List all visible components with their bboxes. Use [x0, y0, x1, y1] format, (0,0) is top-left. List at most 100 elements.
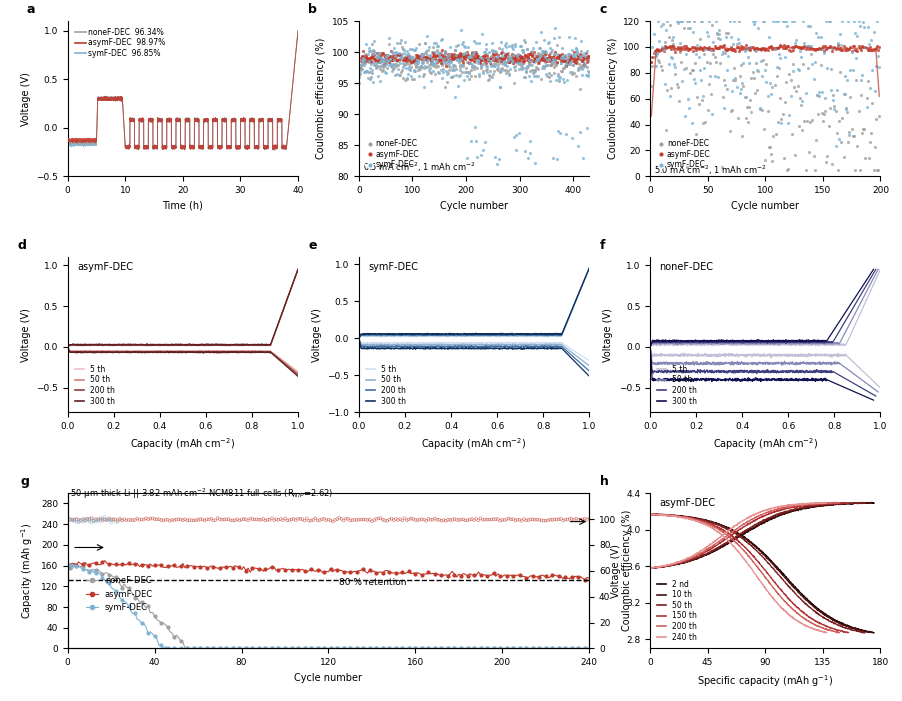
Point — [665, 41, 680, 52]
Point — [716, 74, 731, 86]
asymF-DEC — [149, 561, 160, 569]
Point — [719, 44, 733, 55]
Point — [865, 164, 879, 175]
Point — [484, 46, 499, 57]
Point — [443, 72, 457, 83]
Point — [576, 47, 591, 58]
Point — [575, 49, 589, 60]
Point — [419, 55, 433, 66]
Point — [391, 50, 405, 61]
Point — [460, 56, 474, 67]
Point — [531, 515, 546, 526]
Point — [364, 67, 379, 79]
Point — [554, 65, 568, 76]
Point — [435, 73, 449, 84]
Point — [368, 62, 382, 74]
Point — [392, 53, 407, 64]
Point — [578, 48, 593, 59]
Point — [579, 51, 594, 62]
Point — [453, 53, 467, 64]
Point — [792, 42, 806, 53]
Point — [827, 105, 842, 116]
Point — [556, 51, 570, 62]
Point — [520, 515, 535, 526]
Point — [825, 94, 840, 105]
Point — [727, 45, 741, 56]
Point — [474, 54, 488, 65]
Point — [726, 15, 741, 27]
Point — [456, 50, 471, 61]
Point — [215, 514, 229, 525]
Point — [226, 515, 240, 526]
Point — [557, 54, 571, 65]
Point — [788, 41, 803, 52]
Point — [502, 56, 516, 67]
Point — [748, 43, 762, 54]
Point — [364, 48, 379, 60]
Point — [351, 514, 365, 525]
Point — [408, 61, 422, 72]
Point — [434, 60, 448, 71]
Point — [395, 53, 410, 64]
Point — [658, 43, 673, 54]
Point — [377, 52, 391, 63]
Point — [522, 135, 537, 147]
Point — [423, 515, 437, 526]
Point — [431, 67, 446, 79]
Point — [479, 43, 493, 54]
Point — [843, 123, 858, 135]
Point — [402, 50, 417, 62]
Text: noneF-DEC: noneF-DEC — [658, 261, 713, 272]
Point — [536, 46, 550, 57]
Point — [811, 43, 825, 54]
Point — [805, 58, 819, 69]
Point — [453, 61, 467, 72]
Point — [466, 515, 481, 526]
Point — [386, 42, 400, 53]
Point — [665, 39, 680, 50]
Point — [88, 513, 103, 524]
Point — [377, 55, 391, 67]
Point — [706, 41, 721, 52]
Point — [759, 58, 773, 69]
Point — [778, 15, 792, 27]
Point — [507, 64, 521, 76]
Point — [855, 41, 870, 53]
Point — [451, 515, 465, 526]
Point — [744, 15, 759, 27]
Point — [773, 117, 787, 128]
Point — [477, 49, 492, 60]
Point — [113, 513, 127, 524]
Point — [428, 55, 443, 67]
Point — [395, 52, 410, 63]
Point — [510, 50, 524, 62]
Point — [487, 54, 502, 65]
Point — [361, 53, 375, 64]
Point — [382, 60, 397, 71]
Point — [473, 54, 487, 65]
Point — [352, 68, 366, 79]
noneF-DEC — [64, 564, 75, 572]
Point — [463, 57, 477, 69]
Point — [473, 60, 487, 72]
noneF-DEC — [550, 644, 561, 653]
Point — [763, 41, 778, 52]
Point — [679, 43, 694, 54]
Text: 80 % retention: 80 % retention — [339, 578, 407, 587]
Point — [509, 144, 523, 156]
Point — [790, 64, 805, 76]
Point — [557, 61, 572, 72]
Point — [474, 51, 488, 62]
Point — [556, 52, 570, 63]
Point — [843, 47, 858, 58]
Point — [400, 52, 414, 63]
Point — [433, 34, 447, 46]
Point — [536, 55, 550, 66]
Point — [378, 54, 392, 65]
Text: asymF-DEC: asymF-DEC — [77, 261, 133, 272]
Point — [454, 60, 468, 71]
Point — [466, 49, 481, 60]
Point — [496, 64, 511, 75]
Point — [660, 58, 675, 69]
Point — [375, 53, 390, 64]
